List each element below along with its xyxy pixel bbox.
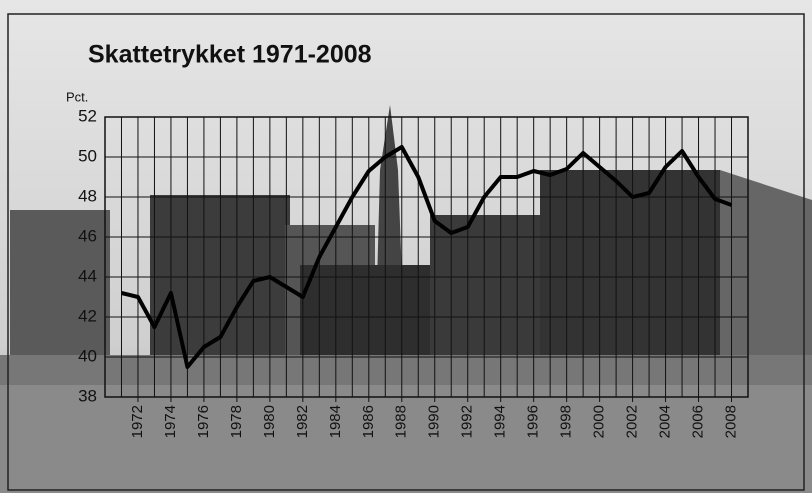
x-tick-label: 2008 (722, 405, 739, 438)
x-tick-label: 2002 (624, 405, 641, 438)
x-tick-label: 1978 (228, 405, 245, 438)
chart-title: Skattetrykket 1971-2008 (88, 41, 372, 69)
y-tick-label: 52 (78, 106, 97, 125)
x-tick-label: 2004 (657, 405, 674, 438)
y-tick-label: 48 (78, 186, 97, 205)
x-tick-label: 1980 (261, 405, 278, 438)
y-axis-label: Pct. (66, 89, 88, 104)
y-tick-label: 46 (78, 226, 97, 245)
y-tick-label: 42 (78, 306, 97, 325)
x-tick-label: 1984 (327, 405, 344, 438)
x-tick-label: 1974 (162, 405, 179, 438)
x-tick-label: 1982 (294, 405, 311, 438)
x-tick-label: 1994 (492, 405, 509, 438)
x-tick-label: 1988 (393, 405, 410, 438)
y-tick-label: 50 (78, 146, 97, 165)
x-tick-label: 1986 (360, 405, 377, 438)
y-tick-label: 44 (78, 266, 97, 285)
x-tick-label: 2000 (591, 405, 608, 438)
x-tick-label: 1972 (129, 405, 146, 438)
x-tick-label: 1996 (525, 405, 542, 438)
y-tick-label: 40 (78, 346, 97, 365)
data-line (121, 145, 733, 369)
x-tick-label: 1990 (426, 405, 443, 438)
x-tick-label: 2006 (690, 405, 707, 438)
y-tick-label: 38 (78, 386, 97, 405)
x-tick-label: 1992 (459, 405, 476, 438)
x-tick-label: 1998 (558, 405, 575, 438)
frame (7, 13, 805, 491)
x-tick-label: 1976 (195, 405, 212, 438)
photo-buildings (0, 105, 812, 493)
